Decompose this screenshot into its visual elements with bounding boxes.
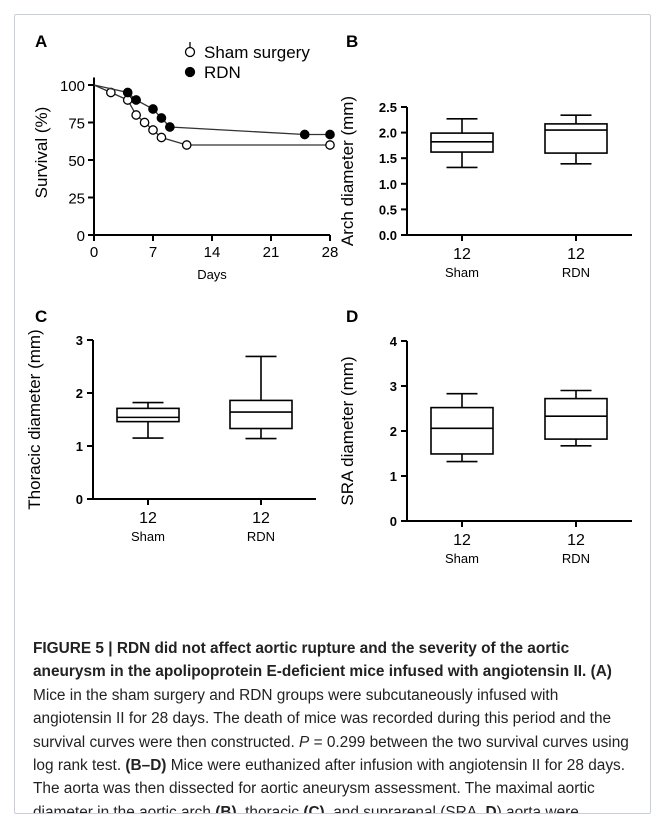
panel-a-y-tick-label: 75 xyxy=(68,116,85,133)
panel-a-x-tick-label: 14 xyxy=(204,244,221,261)
caption-title: FIGURE 5 | RDN did not affect aortic rup… xyxy=(33,640,587,681)
panel-a-y-tick-label: 100 xyxy=(60,78,85,95)
panel-d-box xyxy=(430,406,494,455)
panel-a-y-label: Survival (%) xyxy=(32,107,51,199)
panel-c-n-label: 12 xyxy=(252,510,270,527)
panel-a-y-tick-label: 0 xyxy=(77,228,85,245)
panel-b-y-label: Arch diameter (mm) xyxy=(338,96,357,246)
panel-a-x-tick-label: 21 xyxy=(263,244,280,261)
panel-c-box xyxy=(229,399,293,430)
panel-c-box xyxy=(116,407,180,423)
panel-b-letter: B xyxy=(346,32,358,51)
panel-a-point xyxy=(325,129,335,140)
panel-d-n-label: 12 xyxy=(453,532,471,549)
caption-text-a1: Mice in the sham surgery and RDN groups … xyxy=(33,686,612,751)
panel-a-point xyxy=(122,87,133,98)
panel-c-n-label: 12 xyxy=(139,510,157,527)
panel-b-n-label: 12 xyxy=(567,246,585,263)
panel-c-y-tick-label: 2 xyxy=(76,386,83,401)
panel-a-legend-label: Sham surgery xyxy=(204,43,310,62)
panel-a-legend-label: RDN xyxy=(204,63,241,82)
panel-a-point xyxy=(156,113,167,123)
caption-ref-a: (A) xyxy=(590,663,612,681)
panel-d-box xyxy=(544,397,608,440)
panel-a-x-tick-label: 28 xyxy=(322,244,339,261)
panel-b-category-label: Sham xyxy=(445,265,479,280)
panel-c-y-tick-label: 3 xyxy=(76,333,83,348)
caption-text-c: , and suprarenal (SRA, xyxy=(324,803,486,814)
panel-b-y-tick-label: 2.5 xyxy=(379,100,397,115)
panel-d-category-label: RDN xyxy=(562,551,590,566)
panel-d-y-label: SRA diameter (mm) xyxy=(338,356,357,505)
figure-card: A 0 25 50 75 100 0 7 14 21 28 Days Survival (%) Sham … xyxy=(14,14,651,814)
panel-a-point xyxy=(165,122,175,132)
panel-d-category-label: Sham xyxy=(445,551,479,566)
caption-ref-c: (C) xyxy=(303,803,325,814)
panel-d-y-tick-label: 1 xyxy=(390,469,397,484)
figure-caption: FIGURE 5 | RDN did not affect aortic rup… xyxy=(33,637,638,814)
panel-d-y-tick-label: 0 xyxy=(390,514,397,529)
panel-a-y-tick-label: 25 xyxy=(68,191,85,208)
panel-d-letter: D xyxy=(346,307,358,326)
panel-a-point xyxy=(131,110,141,120)
panel-a-point xyxy=(156,132,167,143)
panel-a-point xyxy=(139,117,150,128)
panel-c-y-label: Thoracic diameter (mm) xyxy=(25,329,44,509)
panel-a-point xyxy=(131,95,141,105)
panel-a-legend-marker xyxy=(184,46,196,58)
panel-d-y-tick-label: 2 xyxy=(390,424,397,439)
panel-d-y-tick-label: 4 xyxy=(390,334,398,349)
panel-c-y-tick-label: 0 xyxy=(76,492,83,507)
caption-ref-d: D xyxy=(485,803,497,814)
caption-ref-bd: (B–D) xyxy=(125,757,167,775)
panel-a-point xyxy=(325,140,335,150)
panel-c-category-label: RDN xyxy=(247,529,275,544)
panel-a-y-tick-label: 50 xyxy=(68,153,85,170)
panel-a-point xyxy=(148,104,158,114)
panel-c-letter: C xyxy=(35,307,47,326)
panel-a-x-tick-label: 7 xyxy=(149,244,157,261)
panel-a-point xyxy=(148,125,158,135)
panel-c-y-tick-label: 1 xyxy=(76,439,83,454)
caption-p-symbol: P xyxy=(299,733,310,751)
caption-text-b: , thoracic xyxy=(236,803,304,814)
caption-text-bd1: Mice were euthanized after infusion with… xyxy=(33,757,625,814)
caption-text-a2: = 0.299 between the two survival curves … xyxy=(33,733,629,775)
caption-ref-b: (B) xyxy=(215,803,237,814)
panel-b-y-tick-label: 0.5 xyxy=(379,202,397,217)
panel-b: B 0.0 0.5 1.0 1.5 2.0 2.5 Arch diameter (mm) 12 S… xyxy=(338,32,632,280)
panel-b-category-label: RDN xyxy=(562,265,590,280)
panel-d-n-label: 12 xyxy=(567,532,585,549)
panel-a: A 0 25 50 75 100 0 7 14 21 28 Days Survival (%) Sham … xyxy=(32,32,338,282)
panel-a-point xyxy=(181,140,192,150)
panel-a-letter: A xyxy=(35,32,47,51)
panel-b-box xyxy=(544,123,608,154)
panel-a-point xyxy=(299,129,310,140)
panel-b-y-tick-label: 1.5 xyxy=(379,151,397,166)
panel-b-n-label: 12 xyxy=(453,246,471,263)
panel-a-x-label: Days xyxy=(197,267,227,282)
panel-b-y-tick-label: 1.0 xyxy=(379,177,397,192)
panel-a-x-tick-label: 0 xyxy=(90,244,98,261)
panel-a-legend-marker xyxy=(184,66,196,78)
panel-c-category-label: Sham xyxy=(131,529,165,544)
panel-d-y-tick-label: 3 xyxy=(390,379,397,394)
panel-b-y-tick-label: 0.0 xyxy=(379,228,397,243)
panel-b-y-tick-label: 2.0 xyxy=(379,126,397,141)
caption-text-d: ) aorta were measured. xyxy=(496,803,579,814)
